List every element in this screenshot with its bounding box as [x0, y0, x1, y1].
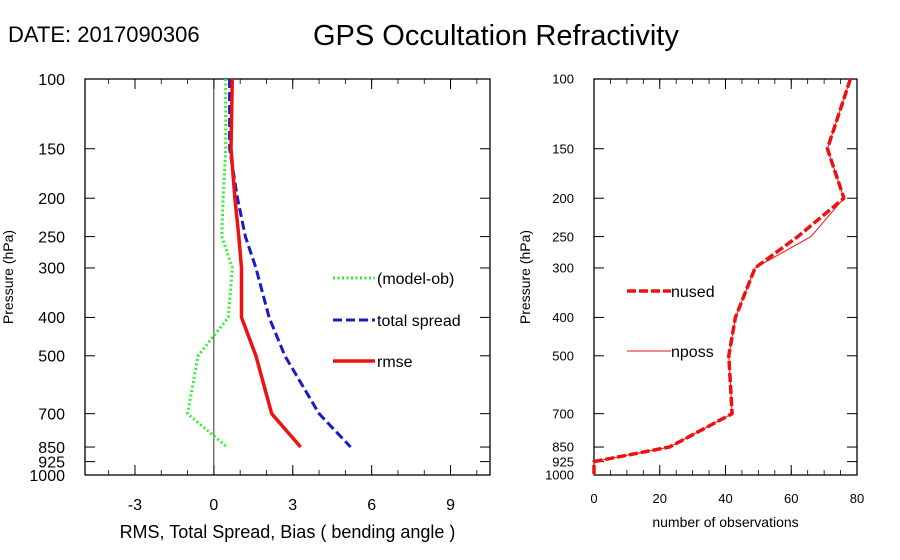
panel2-y-tick-label: 1000 [545, 468, 574, 483]
panel1-y-tick-label: 250 [38, 229, 65, 246]
panel1-legend-label: (model-ob) [377, 271, 454, 288]
panel2-x-tick-label: 80 [850, 491, 864, 506]
panel1-y-tick-label: 200 [38, 191, 65, 208]
panel1-y-tick-label: 1000 [29, 468, 65, 485]
panel1-series-totalspread [228, 79, 352, 449]
page-title: GPS Occultation Refractivity [313, 20, 679, 52]
panel2-x-tick-label: 40 [718, 491, 732, 506]
panel1-legend-label: total spread [377, 313, 461, 330]
panel2-y-tick-label: 150 [552, 141, 574, 156]
panel2-y-tick-label: 500 [552, 348, 574, 363]
panel2-legend-label: nused [671, 284, 715, 301]
panel2-plot-frame [593, 78, 858, 476]
panel2-y-tick-label: 300 [552, 261, 574, 276]
panel2-y-tick-label: 250 [552, 229, 574, 244]
panel1-x-tick-label: 9 [446, 497, 455, 514]
panel1-y-tick-label: 500 [38, 349, 65, 366]
panel2-y-tick-label: 850 [552, 440, 574, 455]
panel1-legend-label: rmse [377, 354, 413, 371]
panel2-x-tick-label: 60 [784, 491, 798, 506]
panel2-y-axis-label: Pressure (hPa) [517, 230, 533, 324]
panel2-legend-label: nposs [671, 344, 714, 361]
panel1-x-tick-label: -3 [128, 497, 142, 514]
panel1-y-tick-label: 850 [38, 440, 65, 457]
panel2-x-tick-label: 0 [590, 491, 597, 506]
panel1-series-rmse [229, 78, 302, 449]
panel2-series-nused [592, 78, 853, 475]
panel2-y-tick-label: 400 [552, 310, 574, 325]
panel2-y-tick-label: 200 [552, 191, 574, 206]
panel1-x-tick-label: 0 [209, 497, 218, 514]
panel2-x-axis-label: number of observations [652, 514, 798, 530]
panel1-y-tick-label: 400 [38, 310, 65, 327]
panel1-y-tick-label: 300 [38, 261, 65, 278]
panel1-x-tick-label: 3 [288, 497, 297, 514]
panel2-series-nposs [593, 78, 851, 475]
panel2-y-tick-label: 700 [552, 406, 574, 421]
panel1-series-modelob [186, 79, 234, 449]
panel1-y-tick-label: 150 [38, 141, 65, 158]
panel1-y-tick-label: 925 [38, 454, 65, 471]
panel1-y-tick-label: 700 [38, 406, 65, 423]
panel2-y-tick-label: 100 [552, 72, 574, 87]
panel2-y-tick-label: 925 [552, 454, 574, 469]
panel1-y-tick-label: 100 [38, 72, 65, 89]
panel1-x-tick-label: 6 [367, 497, 376, 514]
date-label: DATE: 2017090306 [8, 22, 200, 47]
panel1-x-axis-label: RMS, Total Spread, Bias ( bending angle … [120, 522, 456, 542]
panel1-plot-frame [84, 78, 491, 476]
panel2-x-tick-label: 20 [653, 491, 667, 506]
panel1-y-axis-label: Pressure (hPa) [0, 230, 16, 324]
